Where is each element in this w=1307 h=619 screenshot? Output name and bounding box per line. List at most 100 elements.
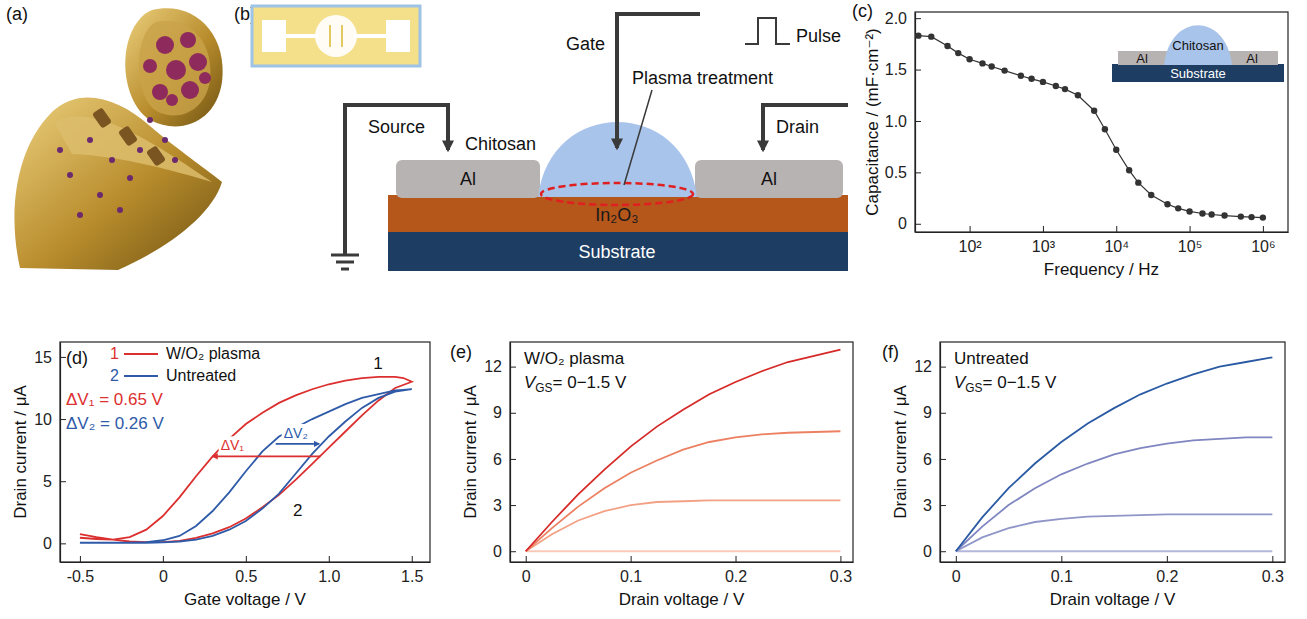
receptor: [92, 107, 112, 129]
x-tick-mark: [1263, 226, 1264, 232]
y-tick: 12: [914, 358, 946, 375]
annotation: W/O₂ plasma: [524, 349, 625, 368]
receptor: [146, 145, 166, 167]
x-tick-mark: [840, 556, 841, 562]
panel-a: (a): [6, 4, 223, 270]
x-tick-label: -0.5: [67, 568, 95, 585]
y-tick-mark: [60, 543, 66, 544]
data-point: [1018, 73, 1024, 79]
x-tick-label: 0.3: [1262, 568, 1284, 585]
source-wire: [345, 105, 448, 255]
arrow-label: ΔV₂: [284, 425, 308, 441]
x-tick: 10⁵: [1178, 226, 1202, 255]
x-tick-mark: [80, 556, 81, 562]
schematic-label: Pulse: [796, 26, 841, 46]
data-point: [1221, 212, 1227, 218]
neurotransmitter: [67, 172, 73, 178]
y-tick-mark: [510, 505, 516, 506]
y-tick: 9: [923, 404, 946, 421]
chip-well: [315, 15, 357, 57]
panel-b: (b)SourceGatePulsePlasma treatmentChitos…: [234, 4, 848, 271]
data-line: [526, 350, 841, 552]
y-axis-title: Drain current / μA: [891, 385, 910, 519]
y-tick: 3: [493, 497, 516, 514]
data-point: [1186, 208, 1192, 214]
data-point: [944, 43, 950, 49]
annotation: ΔV₂ = 0.26 V: [66, 414, 164, 433]
y-tick-label: 10: [34, 411, 52, 428]
vesicle: [199, 72, 211, 84]
x-tick-label: 1.5: [401, 568, 423, 585]
annotation: VGS= 0−1.5 V: [524, 373, 627, 395]
y-tick-label: 0: [898, 215, 907, 232]
chip-pad: [262, 20, 286, 52]
vesicle: [166, 60, 186, 80]
x-tick-label: 10⁵: [1178, 238, 1202, 255]
x-tick-mark: [1167, 556, 1168, 562]
text-subscript: GS: [535, 381, 552, 395]
x-tick-label: 0.2: [725, 568, 747, 585]
vesicle: [189, 53, 207, 71]
x-tick: 10²: [959, 226, 983, 255]
y-tick: 1.0: [885, 113, 921, 130]
plot-frame: [915, 12, 1288, 232]
chip-outline: [252, 6, 420, 66]
y-axis-line: [60, 343, 61, 563]
data-point: [1135, 179, 1141, 185]
data-point: [966, 56, 972, 62]
plot-frame: [60, 342, 430, 562]
y-tick: 6: [923, 451, 946, 468]
x-tick-label: 0.2: [1156, 568, 1178, 585]
data-point: [1238, 213, 1244, 219]
data-line: [526, 500, 841, 551]
x-tick-label: 10⁴: [1104, 238, 1129, 255]
y-tick-label: 0.5: [885, 164, 907, 181]
x-tick: 0: [159, 556, 168, 585]
x-tick-mark: [1272, 556, 1273, 562]
y-axis: 036912: [914, 343, 946, 563]
x-tick: -0.5: [67, 556, 95, 585]
data-point: [1199, 210, 1205, 216]
data-point: [1102, 126, 1108, 132]
figure: (a)(b)SourceGatePulsePlasma treatmentChi…: [0, 0, 1307, 619]
x-tick-mark: [526, 556, 527, 562]
y-tick: 10: [34, 411, 66, 428]
data-line: [956, 357, 1273, 551]
vesicle: [143, 59, 157, 73]
plot-frame: [940, 342, 1285, 562]
chip-pad: [386, 20, 410, 52]
receptor: [118, 125, 138, 147]
plot-frame: [510, 342, 853, 562]
schematic-label: Drain: [776, 117, 819, 137]
inset-label: Al: [1136, 51, 1148, 66]
x-tick: 0.3: [1262, 556, 1284, 585]
annotation: ΔV₁ = 0.65 V: [66, 390, 164, 409]
neurotransmitter: [97, 192, 103, 198]
x-tick: 0.1: [620, 556, 642, 585]
y-tick: 3: [923, 497, 946, 514]
x-axis: -0.500.51.01.5: [61, 556, 431, 585]
hysteresis-arrow: [213, 456, 321, 458]
schematic-label: Al: [761, 169, 777, 189]
x-axis-line: [941, 562, 1286, 563]
schematic-label: Plasma treatment: [632, 68, 773, 88]
x-tick: 0: [522, 556, 531, 585]
plot-area: [526, 350, 841, 552]
x-axis-title: Frequency / Hz: [1044, 260, 1159, 279]
x-tick-label: 0.3: [830, 568, 852, 585]
y-tick-label: 9: [493, 404, 502, 421]
y-tick-mark: [915, 172, 921, 173]
data-line: [80, 389, 412, 543]
y-tick: 0.5: [885, 164, 921, 181]
neurotransmitter: [172, 157, 178, 163]
x-tick-label: 0.1: [1051, 568, 1073, 585]
inset-label: Substrate: [1170, 66, 1226, 81]
chart-panel: 00.10.20.3036912Drain voltage / VDrain c…: [450, 342, 854, 609]
x-tick-label: 0: [952, 568, 961, 585]
legend-label: W/O₂ plasma: [166, 345, 260, 362]
y-tick: 6: [493, 451, 516, 468]
neurotransmitter: [57, 147, 63, 153]
y-axis: 051015: [34, 343, 66, 563]
panel-label: (f): [882, 342, 899, 362]
y-axis-line: [915, 13, 916, 233]
